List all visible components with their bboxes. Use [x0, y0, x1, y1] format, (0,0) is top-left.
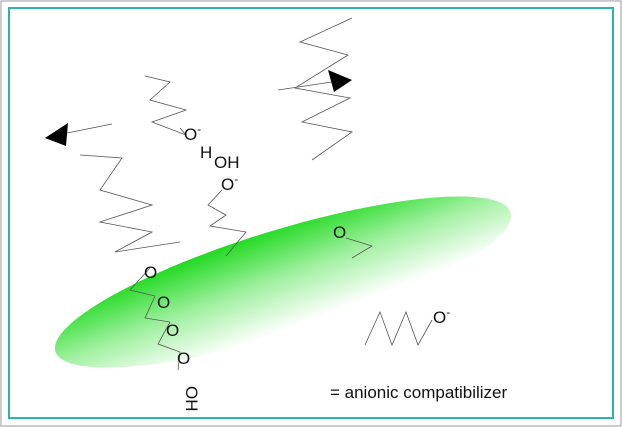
atom-label: O-	[184, 122, 201, 144]
chains	[45, 17, 433, 371]
atom-label: O	[166, 321, 179, 340]
atom: O	[177, 349, 190, 368]
charge: -	[197, 122, 201, 136]
atom-label: O	[333, 223, 346, 242]
legend: = anionic compatibilizer	[330, 383, 508, 402]
atom-label: O	[157, 293, 170, 312]
atom-label: O	[177, 349, 190, 368]
atom-label: H	[200, 143, 212, 162]
charge: -	[446, 305, 450, 319]
atom-label: O-	[221, 172, 238, 194]
atom: H	[200, 143, 212, 162]
atom-label: O-	[433, 305, 450, 327]
atom: OH	[182, 386, 201, 412]
atom: OH	[214, 153, 240, 172]
atom: O	[333, 223, 346, 242]
atom: O	[184, 125, 197, 144]
atom: O	[221, 175, 234, 194]
atom-label: O	[144, 263, 157, 282]
frame	[8, 7, 614, 419]
atom: O	[433, 308, 446, 327]
atom-label: OH	[182, 386, 201, 412]
atom-label: OH	[214, 153, 240, 172]
atom: O	[157, 293, 170, 312]
atom: O	[166, 321, 179, 340]
charge: -	[234, 172, 238, 186]
atom: O	[144, 263, 157, 282]
